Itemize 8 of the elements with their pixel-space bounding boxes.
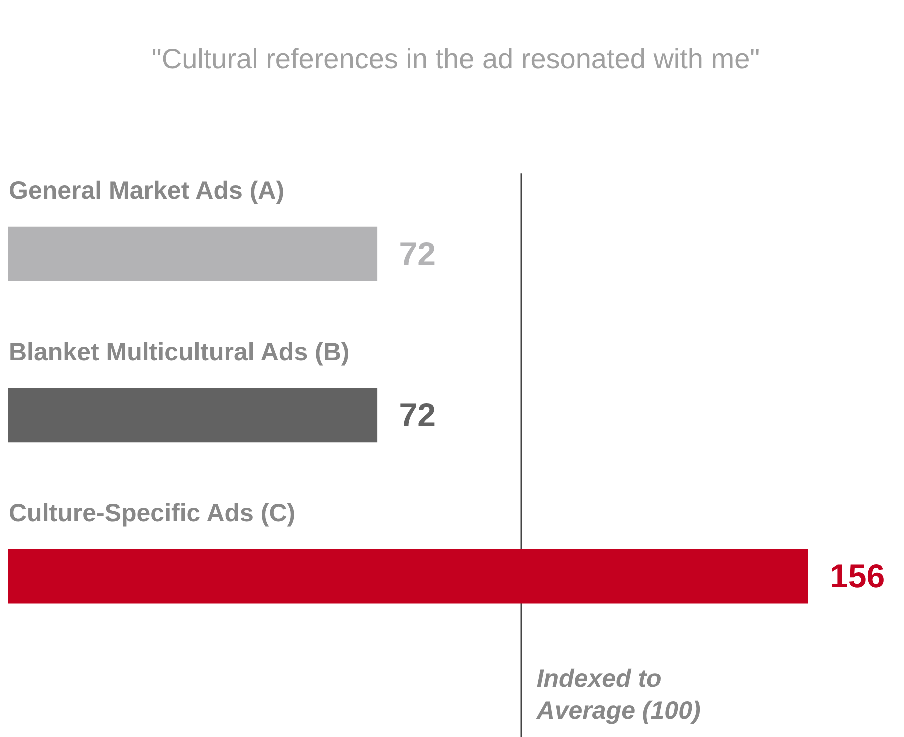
chart-title: "Cultural references in the ad resonated with me" — [152, 44, 760, 75]
data-label: 156 — [830, 558, 886, 595]
y-tick-label: Blanket Multicultural Ads (B) — [9, 338, 350, 366]
y-tick-label: Culture-Specific Ads (C) — [9, 499, 296, 528]
data-label: 72 — [399, 235, 436, 272]
y-tick-label: General Market Ads (A) — [9, 177, 285, 206]
ref-line-label: Indexed to Average (100) — [536, 665, 701, 725]
data-label: 72 — [399, 396, 436, 434]
